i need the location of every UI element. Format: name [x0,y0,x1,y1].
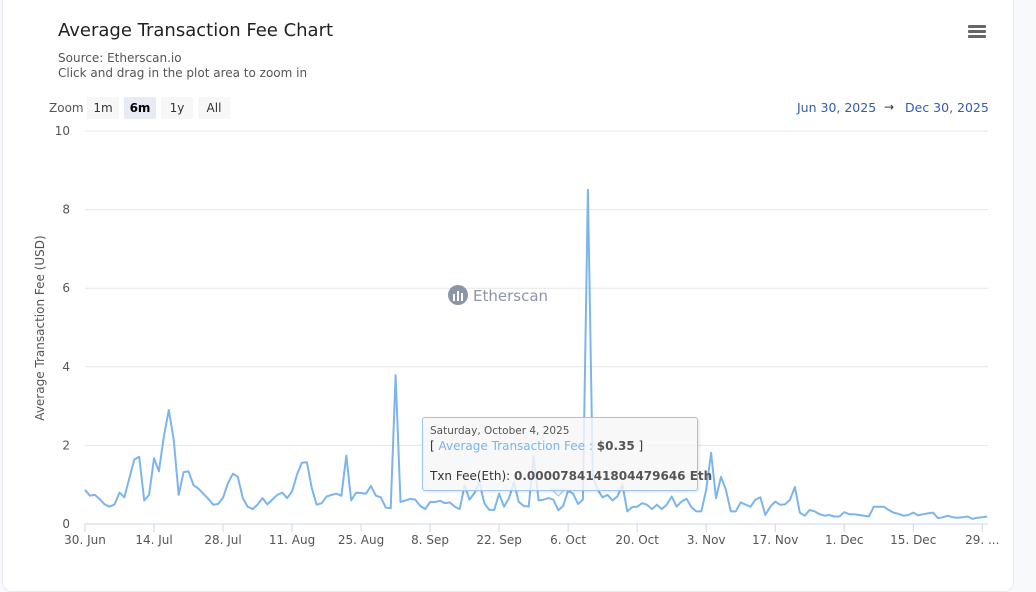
x-tick-label: 25. Aug [338,533,384,547]
x-tick-label: 17. Nov [752,533,798,547]
x-tick-label: 22. Sep [476,533,522,547]
x-tick-label: 29. ... [965,533,999,547]
x-tick-label: 3. Nov [687,533,726,547]
tooltip-series-name: Average Transaction Fee [438,439,586,453]
range-arrow: → [884,100,895,114]
watermark-text: Etherscan [473,287,549,305]
tooltip-eth-label: Txn Fee(Eth): [430,469,514,483]
zoom-6m-button[interactable]: 6m [124,97,156,119]
y-tick-label: 10 [55,124,70,138]
tooltip-close-bracket: ] [634,439,644,453]
tooltip-sep: : [585,439,597,453]
tooltip-value: $0.35 [596,439,635,453]
hamburger-menu-icon[interactable] [968,25,986,39]
zoom-label: Zoom [49,101,84,115]
zoom-1y-button[interactable]: 1y [161,97,193,119]
y-axis-title: Average Transaction Fee (USD) [33,235,47,420]
y-tick-label: 0 [62,517,70,531]
chart-plot[interactable]: 0 2 4 6 8 10 30. Jun 14. Jul 28. Jul 11. Aug 25. A… [0,0,1036,576]
range-from-input[interactable]: Jun 30, 2025 [797,100,877,115]
x-tick-label: 6. Oct [550,533,586,547]
x-tick-label: 30. Jun [64,533,106,547]
y-tick-label: 8 [62,203,70,217]
tooltip: Saturday, October 4, 2025 [ Average Tran… [422,417,712,491]
x-tick-label: 1. Dec [825,533,863,547]
range-to-input[interactable]: Dec 30, 2025 [905,100,989,115]
tooltip-eth-value: 0.0000784141804479646 Eth [513,469,713,483]
etherscan-watermark: Etherscan [447,285,548,307]
x-tick-label: 20. Oct [615,533,659,547]
etherscan-logo-icon [448,285,468,305]
tooltip-open-bracket: [ [430,439,439,453]
chart-title: Average Transaction Fee Chart [58,20,334,41]
x-tick-label: 14. Jul [135,533,172,547]
tooltip-eth-line: Txn Fee(Eth): 0.0000784141804479646 Eth [430,469,712,483]
zoom-1m-button[interactable]: 1m [87,97,119,119]
x-tick-label: 11. Aug [269,533,315,547]
tooltip-series-line: [ Average Transaction Fee : $0.35 ] [430,439,643,453]
chart-source: Source: Etherscan.io [58,51,182,65]
y-tick-label: 6 [62,281,70,295]
x-tick-label: 15. Dec [890,533,936,547]
chart-hint: Click and drag in the plot area to zoom … [58,66,308,80]
tooltip-date: Saturday, October 4, 2025 [430,425,570,437]
x-tick-label: 8. Sep [411,533,449,547]
y-tick-label: 2 [62,438,70,452]
y-tick-label: 4 [62,360,70,374]
x-tick-label: 28. Jul [204,533,241,547]
zoom-all-button[interactable]: All [198,97,230,119]
